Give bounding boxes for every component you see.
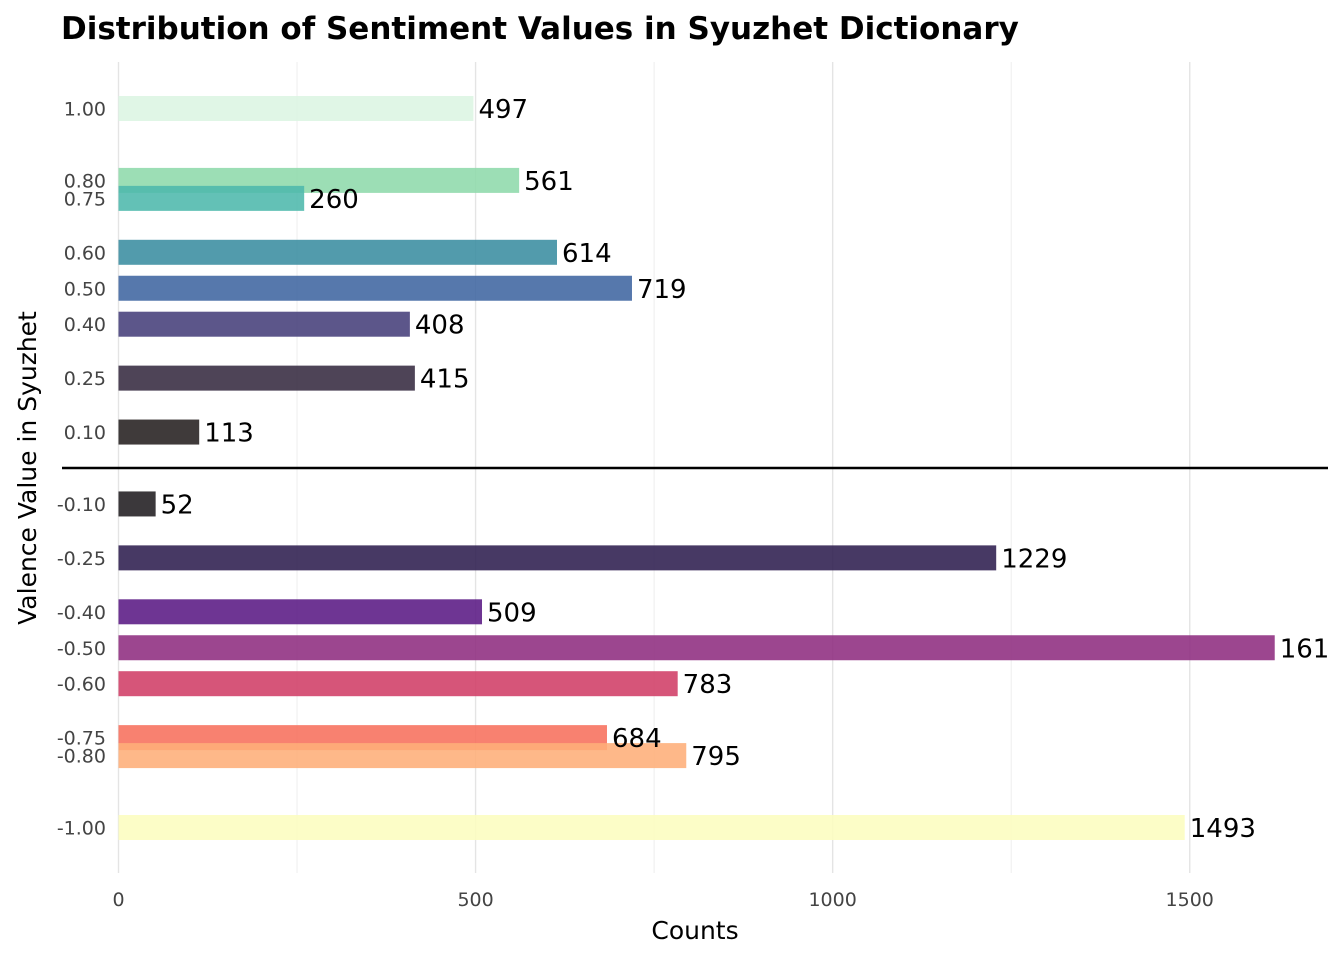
x-tick-label: 1000 [808, 889, 856, 911]
bar [118, 275, 632, 301]
y-tick-label: 1.00 [64, 99, 106, 121]
bar-value-label: 719 [637, 275, 687, 305]
bar [118, 599, 483, 625]
bar [118, 239, 557, 265]
bar [118, 815, 1185, 840]
bar-value-label: 509 [487, 598, 537, 628]
y-tick-labels: 1.00 0.800.75 0.60 0.50 0.40 0.25 0.10 -0.10 -0.… [57, 99, 106, 840]
bar-value-label: 52 [161, 490, 194, 520]
bar [118, 96, 474, 121]
bars [118, 96, 1275, 840]
bar [118, 743, 687, 769]
bar-value-label: 614 [562, 239, 612, 269]
bar [118, 671, 678, 697]
bar-value-label: 415 [420, 365, 470, 395]
bar-value-label: 684 [612, 724, 662, 754]
bar-value-label: 1493 [1190, 814, 1256, 844]
bar-value-label: 113 [204, 419, 254, 449]
x-axis-title: Counts [651, 916, 738, 945]
y-tick-label: 0.25 [64, 368, 106, 390]
y-tick-label: 0.40 [64, 314, 106, 336]
y-tick-label: -0.10 [57, 494, 106, 516]
bar-value-label: 408 [415, 311, 465, 341]
y-tick-label: 0.80 [64, 170, 106, 192]
bar-value-label: 1229 [1001, 544, 1067, 574]
bar-value-label: 161 [1280, 634, 1330, 664]
bar-value-label: 561 [524, 167, 574, 197]
x-tick-label: 1500 [1166, 889, 1214, 911]
y-tick-label: 0.60 [64, 242, 106, 264]
bar [118, 545, 997, 571]
y-tick-label: -0.60 [57, 674, 106, 696]
y-tick-label: 0.10 [64, 422, 106, 444]
y-tick-label: -1.00 [57, 818, 106, 840]
y-tick-label: 0.75 [64, 188, 106, 210]
bar [118, 635, 1275, 661]
bar [118, 491, 156, 517]
y-tick-label: -0.75 [57, 728, 106, 750]
y-tick-label: -0.50 [57, 638, 106, 660]
bar [118, 365, 415, 391]
y-tick-label: -0.25 [57, 548, 106, 570]
x-tick-labels: 0 500 1000 1500 [112, 889, 1213, 911]
x-tick-label: 500 [457, 889, 493, 911]
bar [118, 419, 200, 445]
bar-value-label: 783 [683, 670, 733, 700]
bar-value-label: 497 [478, 95, 528, 125]
bar-value-label: 795 [691, 742, 741, 772]
value-labels: 497 561 260 614 719 408 415 113 52 1229 509 161 783 6… [161, 95, 1330, 844]
y-axis-title: Valence Value in Syuzhet [13, 311, 42, 625]
bar-value-label: 260 [309, 185, 359, 215]
y-tick-label: -0.80 [57, 746, 106, 768]
x-tick-label: 0 [112, 889, 124, 911]
y-tick-label: -0.40 [57, 602, 106, 624]
bar [118, 311, 410, 337]
chart-title: Distribution of Sentiment Values in Syuz… [61, 11, 1019, 47]
bar [118, 185, 305, 211]
y-tick-label: 0.50 [64, 278, 106, 300]
